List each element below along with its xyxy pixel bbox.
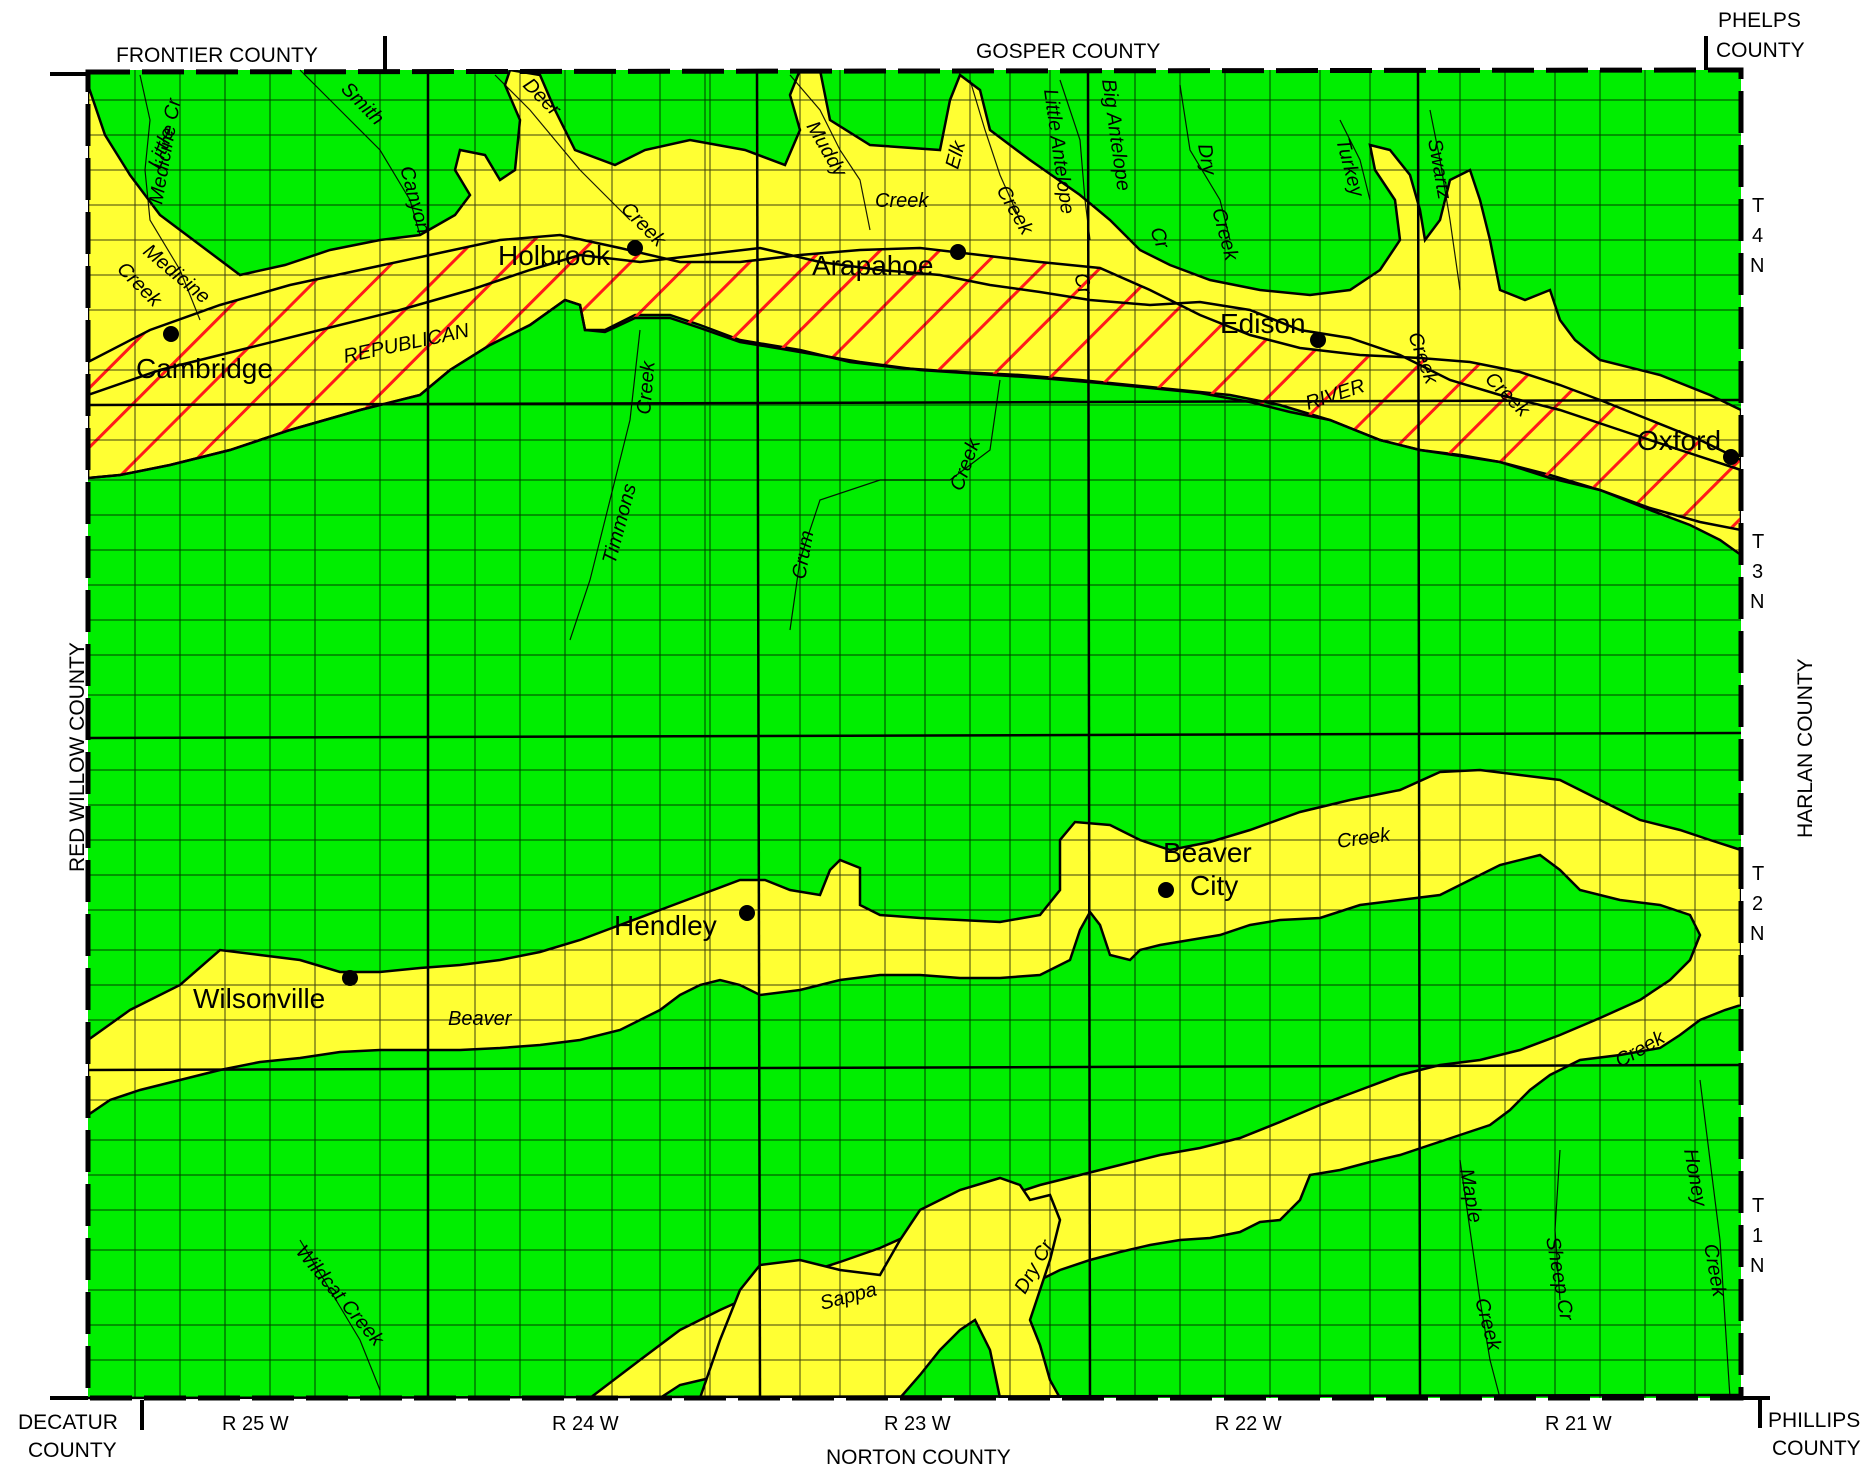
svg-text:N: N (1750, 591, 1764, 613)
boundary-corner-phillips (1741, 1396, 1770, 1428)
svg-text:4: 4 (1752, 225, 1763, 247)
svg-text:N: N (1750, 255, 1764, 277)
township-label-t4n: T 4 N (1750, 195, 1764, 277)
republican-river-line (88, 246, 1741, 472)
range-label-r23w: R 23 W (884, 1413, 951, 1435)
section-grid (88, 70, 1741, 1398)
town-label-arapahoe: Arapahoe (812, 250, 933, 281)
township-label-t3n: T 3 N (1750, 531, 1764, 613)
town-dot-holbrook (627, 240, 643, 256)
county-label-phillips-1: PHILLIPS (1768, 1409, 1860, 1432)
county-label-decatur-2: COUNTY (28, 1439, 117, 1462)
town-label-cambridge: Cambridge (136, 353, 273, 384)
svg-text:T: T (1752, 195, 1764, 217)
town-dot-edison (1310, 332, 1326, 348)
town-label-oxford: Oxford (1637, 425, 1721, 456)
svg-text:N: N (1750, 1255, 1764, 1277)
svg-text:1: 1 (1752, 1225, 1763, 1247)
stream-label-dry: Dry (1193, 142, 1220, 177)
town-label-edison: Edison (1220, 308, 1306, 339)
svg-text:T: T (1752, 531, 1764, 553)
county-label-decatur-1: DECATUR (18, 1411, 118, 1434)
svg-text:N: N (1750, 923, 1764, 945)
county-label-harlan: HARLAN COUNTY (1794, 658, 1817, 838)
range-label-r24w: R 24 W (552, 1413, 619, 1435)
boundary-corner-frontier (50, 36, 387, 76)
stream-label-creek-muddy: Creek (875, 190, 929, 212)
town-label-beaver-city-2: City (1190, 870, 1238, 901)
township-label-t1n: T 1 N (1750, 1195, 1764, 1277)
township-range-lines (87, 69, 1742, 1400)
town-dot-arapahoe (950, 244, 966, 260)
boundary-corner-decatur (50, 1396, 144, 1430)
range-label-r25w: R 25 W (222, 1413, 289, 1435)
town-dot-oxford (1723, 449, 1739, 465)
town-label-beaver-city-1: Beaver (1163, 837, 1252, 868)
range-label-r21w: R 21 W (1545, 1413, 1612, 1435)
town-dot-cambridge (163, 326, 179, 342)
county-label-norton: NORTON COUNTY (826, 1446, 1011, 1464)
town-dot-wilsonville (342, 970, 358, 986)
county-label-gosper: GOSPER COUNTY (976, 40, 1160, 63)
town-dot-beaver-city (1158, 882, 1174, 898)
county-label-phillips-2: COUNTY (1772, 1437, 1861, 1460)
floodplain-hatch (88, 233, 1741, 532)
town-label-hendley: Hendley (614, 910, 717, 941)
county-label-phelps-2: COUNTY (1716, 39, 1805, 62)
town-dot-hendley (739, 905, 755, 921)
svg-text:2: 2 (1752, 893, 1763, 915)
county-label-phelps-1: PHELPS (1718, 9, 1801, 32)
stream-label-creek-timmons: Creek (633, 359, 660, 415)
town-markers (163, 240, 1739, 986)
town-label-wilsonville: Wilsonville (193, 983, 325, 1014)
county-label-frontier: FRONTIER COUNTY (116, 44, 318, 67)
township-label-t2n: T 2 N (1750, 863, 1764, 945)
stream-label-beaver: Beaver (448, 1008, 513, 1030)
svg-text:T: T (1752, 1195, 1764, 1217)
svg-text:T: T (1752, 863, 1764, 885)
county-label-red-willow: RED WILLOW COUNTY (66, 642, 89, 872)
svg-text:3: 3 (1752, 561, 1763, 583)
town-label-holbrook: Holbrook (498, 240, 611, 271)
range-label-r22w: R 22 W (1215, 1413, 1282, 1435)
